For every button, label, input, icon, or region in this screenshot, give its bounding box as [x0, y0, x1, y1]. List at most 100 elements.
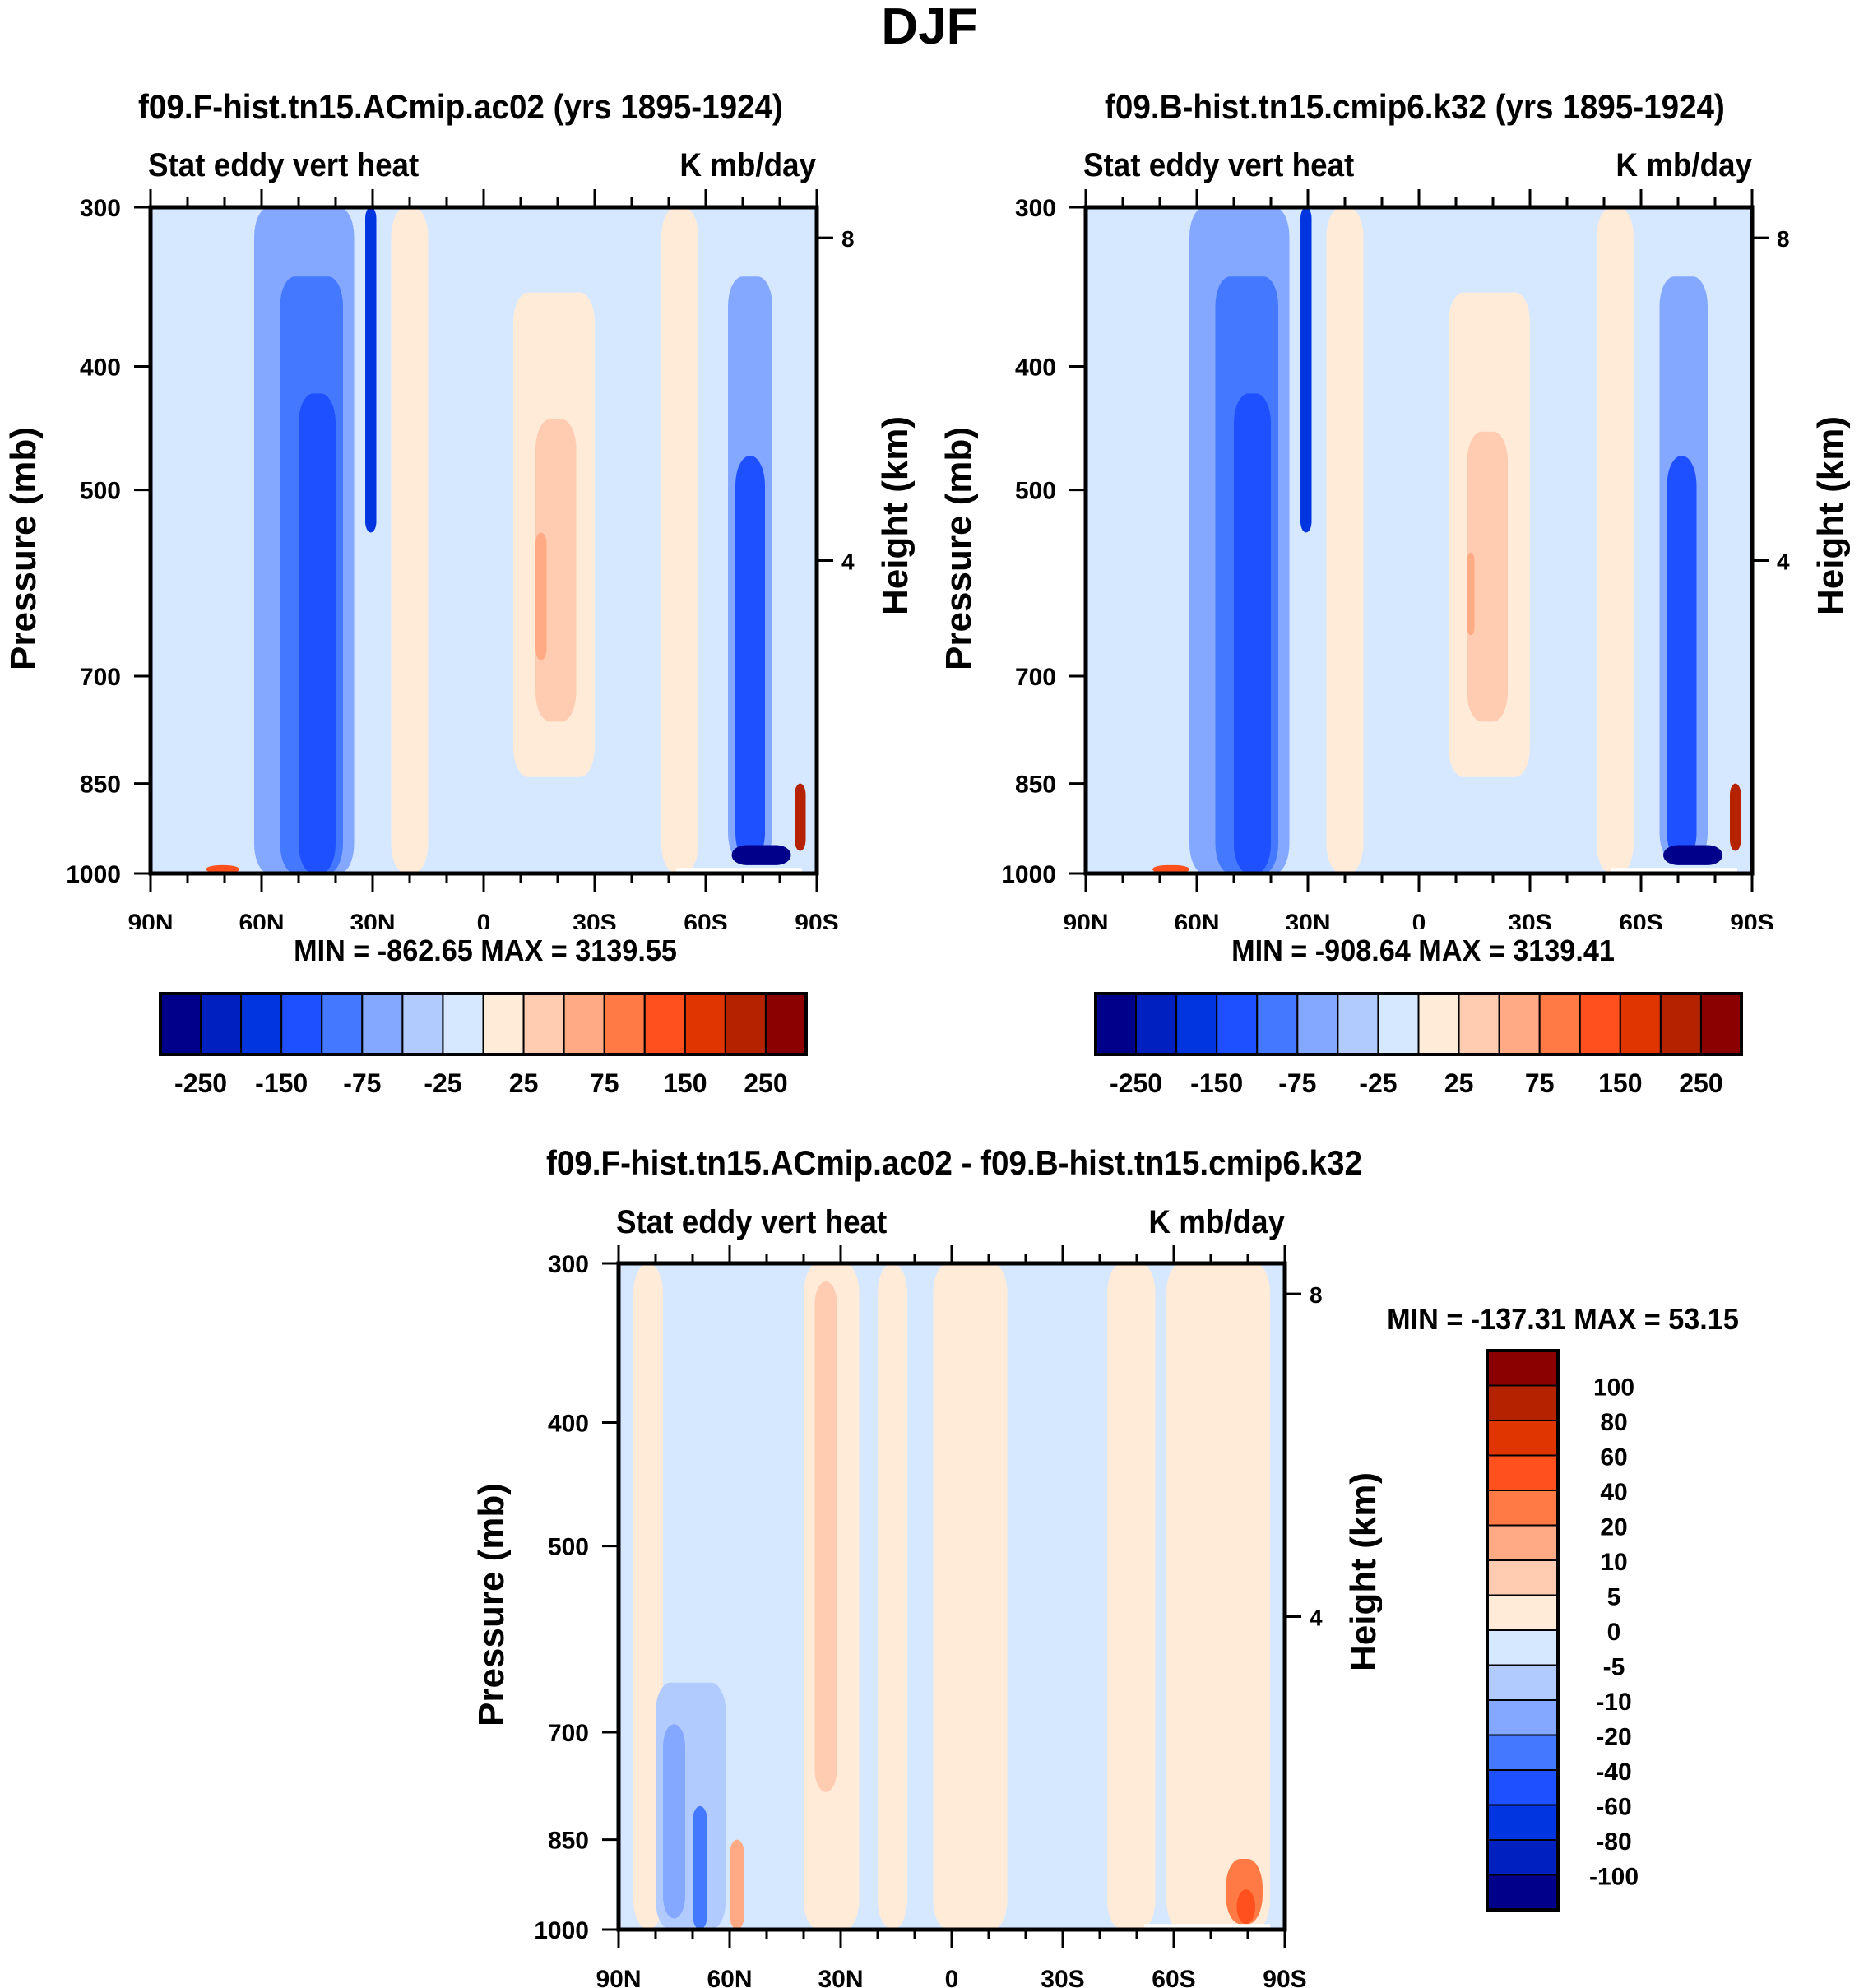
contour-region [1152, 864, 1189, 874]
contour-plot-bottom: 90N 60N 30N 0 30S 60S 90S 300 400 500 700 850 1000 8 4… [471, 1245, 1382, 1988]
contour-region [391, 207, 429, 874]
colorbar-box [522, 993, 565, 1055]
contour-region [1107, 1263, 1156, 1930]
y-right-tick-label: 8 [841, 226, 855, 252]
panel-title-top-left: f09.F-hist.tn15.ACmip.ac02 (yrs 1895-192… [138, 87, 783, 126]
y-tick-label: 850 [548, 1828, 589, 1855]
contour-region [1667, 456, 1697, 863]
x-tick-label: 0 [945, 1966, 959, 1988]
colorbar-box [1337, 993, 1379, 1055]
colorbar-box [1486, 1804, 1559, 1841]
x-tick-label: 30S [573, 910, 616, 929]
y-tick-label: 1000 [66, 861, 121, 888]
colorbar-box [724, 993, 767, 1055]
y-tick-label: 1000 [534, 1917, 589, 1944]
colorbar-box [1486, 1664, 1559, 1701]
colorbar-box [1486, 1420, 1559, 1457]
y-axis-title: Pressure (mb) [939, 427, 979, 670]
colorbar-box [1486, 1629, 1559, 1666]
left-string-top-left: Stat eddy vert heat [148, 147, 420, 183]
colorbar-label: -25 [1359, 1068, 1397, 1098]
contour-region [1300, 207, 1312, 533]
colorbar-box [1579, 993, 1621, 1055]
x-tick-label: 30N [350, 910, 395, 929]
x-tick-label: 60S [1152, 1966, 1195, 1988]
contour-region [1234, 393, 1271, 874]
contour-region [151, 207, 188, 874]
x-tick-label: 30N [1285, 910, 1330, 929]
colorbar-box [482, 993, 525, 1055]
colorbar-box [643, 993, 686, 1055]
colorbar-box [1659, 993, 1702, 1055]
y-tick-label: 400 [1015, 355, 1056, 382]
colorbar-bottom: 100 80 60 40 20 10 5 0 -5 -10 -20 -40 -60 -80 -100 [1486, 1349, 1639, 1912]
min-max-top-right: MIN = -908.64 MAX = 3139.41 [1231, 934, 1615, 967]
colorbar-box [1486, 1769, 1559, 1806]
y-tick-label: 500 [1015, 478, 1056, 505]
colorbar-box [1486, 1454, 1559, 1491]
colorbar-label: -100 [1589, 1864, 1639, 1891]
colorbar-box [200, 993, 243, 1055]
colorbar-frame [1094, 992, 1743, 1056]
figure-title: DJF [881, 0, 978, 55]
x-tick-label: 90N [596, 1966, 641, 1988]
colorbar-box [160, 993, 202, 1055]
y-tick-label: 1000 [1001, 861, 1056, 888]
colorbar-label: -40 [1596, 1759, 1631, 1786]
colorbar-box [1699, 993, 1742, 1055]
contour-region [661, 207, 698, 874]
colorbar-box [764, 993, 807, 1055]
y-tick-label: 400 [80, 355, 121, 382]
contour-region [1166, 1263, 1270, 1930]
colorbar-label: -250 [174, 1068, 227, 1098]
y-tick-label: 300 [548, 1251, 589, 1278]
y-tick-label: 850 [1015, 772, 1056, 799]
colorbar-box [1175, 993, 1218, 1055]
colorbar-label: 10 [1600, 1549, 1627, 1576]
colorbar-box [1458, 993, 1500, 1055]
x-tick-label: 0 [1412, 910, 1426, 929]
y-right-tick-label: 8 [1310, 1282, 1323, 1308]
contour-region [735, 456, 765, 863]
x-tick-label: 90S [795, 910, 838, 929]
colorbar-label: 150 [1598, 1068, 1642, 1098]
colorbar-box [1498, 993, 1541, 1055]
colorbar-box [1486, 1524, 1559, 1561]
colorbar-label: -5 [1603, 1654, 1625, 1681]
y-right-axis-title: Height (km) [875, 416, 916, 615]
colorbar-box [1135, 993, 1178, 1055]
contour-region [365, 207, 377, 533]
x-tick-label: 30S [1508, 910, 1551, 929]
left-string-bottom: Stat eddy vert heat [616, 1204, 888, 1240]
colorbar-label: -250 [1110, 1068, 1162, 1098]
colorbar-label: -80 [1596, 1828, 1631, 1856]
colorbar-label: 0 [1607, 1619, 1621, 1646]
contour-region [1467, 552, 1475, 636]
colorbar-box [361, 993, 404, 1055]
right-string-top-right: K mb/day [1616, 147, 1752, 183]
contour-region [814, 1281, 837, 1792]
colorbar-box [684, 993, 726, 1055]
contour-region [878, 1263, 907, 1930]
y-axis-title: Pressure (mb) [471, 1483, 512, 1726]
contour-region [795, 783, 806, 851]
colorbar-box [442, 993, 484, 1055]
contour-plot-top-left: 90N 60N 30N 0 30S 60S 90S 300 400 500 700 850 1000 8 4… [3, 189, 916, 929]
colorbar-box [1619, 993, 1662, 1055]
colorbar-box [1256, 993, 1299, 1055]
contour-plot-top-right: 90N 60N 30N 0 30S 60S 90S 300 400 500 700 850 1000 8 4… [939, 189, 1851, 929]
colorbar-box [280, 993, 323, 1055]
contour-region [730, 1839, 744, 1930]
contour-region [1597, 207, 1634, 874]
colorbar-top-left: -250 -150 -75 -25 25 75 150 250 [159, 992, 808, 1098]
y-right-tick-label: 4 [841, 549, 855, 575]
colorbar-label: 150 [663, 1068, 707, 1098]
colorbar-box [1538, 993, 1581, 1055]
colorbar-label: -25 [424, 1068, 461, 1098]
colorbar-label: 40 [1600, 1479, 1627, 1506]
colorbar-box [1486, 1594, 1559, 1631]
contour-region [663, 1724, 685, 1919]
colorbar-frame [159, 992, 808, 1056]
colorbar-frame [1486, 1349, 1560, 1912]
missing-data-mask [676, 868, 802, 874]
